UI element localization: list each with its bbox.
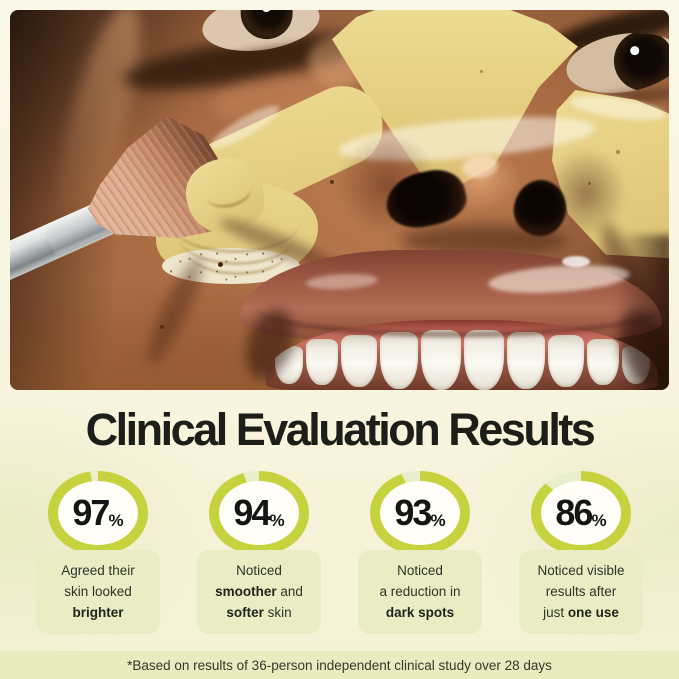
stat-description-line: softer skin <box>226 602 291 623</box>
lip-gloss-highlight <box>562 256 590 267</box>
teeth-row <box>266 330 658 390</box>
stat-description-line: Agreed their <box>61 560 135 581</box>
smiling-mouth <box>266 320 658 390</box>
tooth <box>506 332 545 389</box>
stat-description-card: Noticed visible results after just one use <box>519 550 643 635</box>
right-iris <box>609 26 669 96</box>
tooth <box>340 335 377 387</box>
tooth <box>463 330 504 390</box>
footnote-strip: *Based on results of 36-person independe… <box>0 651 679 679</box>
tooth <box>586 339 619 385</box>
plain-text: and <box>276 584 303 600</box>
stat-description-line: smoother and <box>215 581 303 602</box>
plain-text: Noticed <box>397 563 443 579</box>
tooth <box>547 335 584 387</box>
plain-text: a reduction in <box>379 584 461 600</box>
highlighted-text: softer <box>226 605 264 621</box>
percent-sign: % <box>269 511 285 531</box>
percent-sign: % <box>591 511 607 531</box>
gauge-inner: 86% <box>541 481 621 546</box>
gauge-inner: 94% <box>219 481 299 546</box>
plain-text: Noticed visible <box>537 563 625 579</box>
stat-description-line: Noticed <box>397 560 443 581</box>
highlighted-text: brighter <box>72 605 124 621</box>
stat-value: 94 <box>233 492 271 534</box>
stat-description-line: brighter <box>72 602 123 623</box>
percentage-gauge: 94% <box>209 471 309 556</box>
stats-row: 97% Agreed their skin looked brighter 94% … <box>0 471 679 635</box>
stat-item: 93% Noticed a reduction in dark spots <box>358 471 482 635</box>
stat-description-line: Noticed visible <box>537 560 624 581</box>
freckle <box>218 262 223 267</box>
plain-text: skin <box>263 605 292 621</box>
percentage-gauge: 93% <box>370 471 470 556</box>
stat-item: 94% Noticed smoother and softer skin <box>197 471 321 635</box>
freckle <box>330 180 334 184</box>
stat-description-line: dark spots <box>386 602 454 623</box>
freckle <box>160 325 164 329</box>
gauge-inner: 93% <box>380 481 460 546</box>
stat-description-line: a reduction in <box>379 581 460 602</box>
tooth <box>420 330 461 390</box>
highlighted-text: dark spots <box>385 605 455 621</box>
stat-description-line: just one use <box>543 602 619 623</box>
jaw-shadow <box>616 235 669 390</box>
stat-value: 93 <box>394 492 432 534</box>
stat-value: 97 <box>72 492 110 534</box>
highlighted-text: one use <box>567 605 619 621</box>
percent-sign: % <box>430 511 446 531</box>
page-title: Clinical Evaluation Results <box>85 404 596 455</box>
stat-item: 86% Noticed visible results after just one… <box>519 471 643 635</box>
stat-description-card: Noticed smoother and softer skin <box>197 550 321 635</box>
percentage-gauge: 86% <box>531 471 631 556</box>
percentage-gauge: 97% <box>48 471 148 556</box>
cream-dollop <box>186 158 264 232</box>
tooth <box>305 339 338 385</box>
plain-text: just <box>543 605 568 621</box>
plain-text: results after <box>545 584 617 600</box>
lip-contour-line <box>256 280 660 337</box>
stat-item: 97% Agreed their skin looked brighter <box>36 471 160 635</box>
left-iris <box>237 10 297 43</box>
plain-text: skin looked <box>64 584 132 600</box>
mask-brushstroke-ridge <box>186 222 290 275</box>
model-photo <box>10 10 669 390</box>
stat-description-line: results after <box>546 581 617 602</box>
stat-description-line: Noticed <box>236 560 282 581</box>
tooth <box>379 332 418 389</box>
percent-sign: % <box>108 511 124 531</box>
plain-text: Agreed their <box>61 563 135 579</box>
gauge-inner: 97% <box>58 481 138 546</box>
mask-speckle <box>480 70 483 73</box>
plain-text: Noticed <box>236 563 282 579</box>
stat-value: 86 <box>555 492 593 534</box>
footnote-text: *Based on results of 36-person independe… <box>127 657 552 673</box>
stat-description-card: Agreed their skin looked brighter <box>36 550 160 635</box>
stat-description-line: skin looked <box>64 581 132 602</box>
stat-description-card: Noticed a reduction in dark spots <box>358 550 482 635</box>
highlighted-text: smoother <box>215 584 277 600</box>
